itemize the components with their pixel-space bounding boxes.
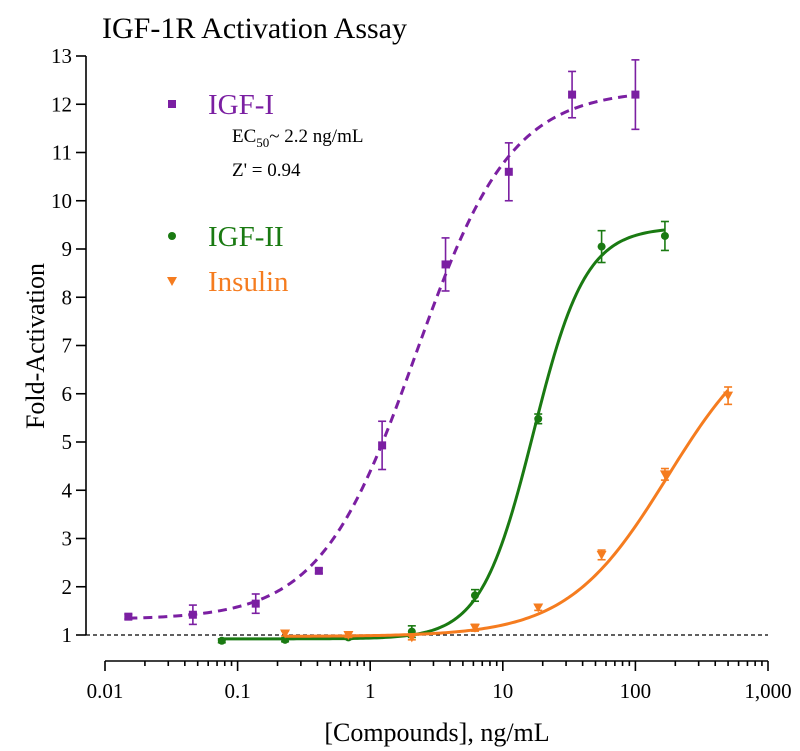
data-point (281, 635, 290, 644)
y-tick-label: 1 (62, 623, 73, 647)
data-point (568, 90, 577, 99)
legend-item-insulin: Insulin (167, 266, 289, 298)
fit-curve (221, 228, 666, 641)
data-point (280, 629, 291, 639)
data-point (631, 90, 640, 99)
ec50-annotation-subscript: 50 (256, 135, 269, 150)
ec50-annotation-ec: EC (232, 126, 256, 147)
data-point (533, 603, 544, 613)
data-point (504, 167, 513, 176)
y-tick-label: 2 (62, 575, 73, 599)
y-tick-label: 8 (62, 285, 73, 309)
ec50-annotation-value: ~ 2.2 ng/mL (269, 126, 363, 147)
series-igf-ii (217, 220, 669, 645)
data-point (534, 414, 543, 423)
fit-curve (128, 93, 636, 620)
ec50-annotation: EC50~ 2.2 ng/mL (232, 126, 363, 150)
y-tick-label: 6 (62, 382, 73, 406)
legend-label: Insulin (208, 266, 289, 298)
y-tick-label: 7 (62, 334, 73, 358)
y-tick-label: 5 (62, 430, 73, 454)
y-tick-label: 13 (51, 44, 72, 68)
data-point (217, 636, 226, 645)
legend-marker (167, 277, 177, 286)
x-tick-label: 1,000 (744, 679, 791, 703)
legend-marker (168, 232, 176, 240)
y-tick-label: 9 (62, 237, 73, 261)
y-tick-label: 12 (51, 92, 72, 116)
z-prime-annotation: Z' = 0.94 (232, 160, 301, 181)
data-point (406, 633, 417, 643)
legend: IGF-I IGF-II Insulin (167, 89, 289, 298)
data-point (596, 550, 607, 560)
legend-item-igf-i: IGF-I (168, 89, 274, 121)
data-point (251, 599, 260, 608)
data-point (659, 470, 670, 480)
data-point (124, 612, 133, 621)
x-tick-label: 100 (620, 679, 652, 703)
chart-title: IGF-1R Activation Assay (102, 12, 407, 45)
legend-item-igf-ii: IGF-II (168, 221, 284, 253)
y-tick-label: 10 (51, 189, 72, 213)
data-point (660, 231, 669, 240)
data-point (470, 591, 479, 600)
x-axis-title: [Compounds], ng/mL (324, 718, 549, 747)
data-point (188, 610, 197, 619)
y-axis-title: Fold-Activation (21, 263, 50, 429)
x-tick-label: 10 (492, 679, 513, 703)
legend-label: IGF-II (208, 221, 284, 253)
legend-marker (168, 100, 176, 108)
data-point (469, 623, 480, 633)
plot-area (86, 59, 768, 645)
data-point (314, 566, 323, 575)
series-igf-i (124, 59, 640, 626)
data-point (597, 242, 606, 251)
data-point (378, 441, 387, 450)
data-point (441, 260, 450, 269)
fit-curve (285, 389, 730, 638)
data-point (723, 391, 734, 401)
legend-label: IGF-I (208, 89, 274, 121)
y-tick-label: 4 (62, 478, 73, 502)
x-tick-label: 0.01 (87, 679, 124, 703)
series-insulin (280, 386, 734, 643)
data-point (343, 631, 354, 640)
x-tick-label: 0.1 (224, 679, 250, 703)
x-tick-label: 1 (365, 679, 376, 703)
y-tick-label: 3 (62, 527, 73, 551)
y-tick-label: 11 (52, 141, 72, 165)
